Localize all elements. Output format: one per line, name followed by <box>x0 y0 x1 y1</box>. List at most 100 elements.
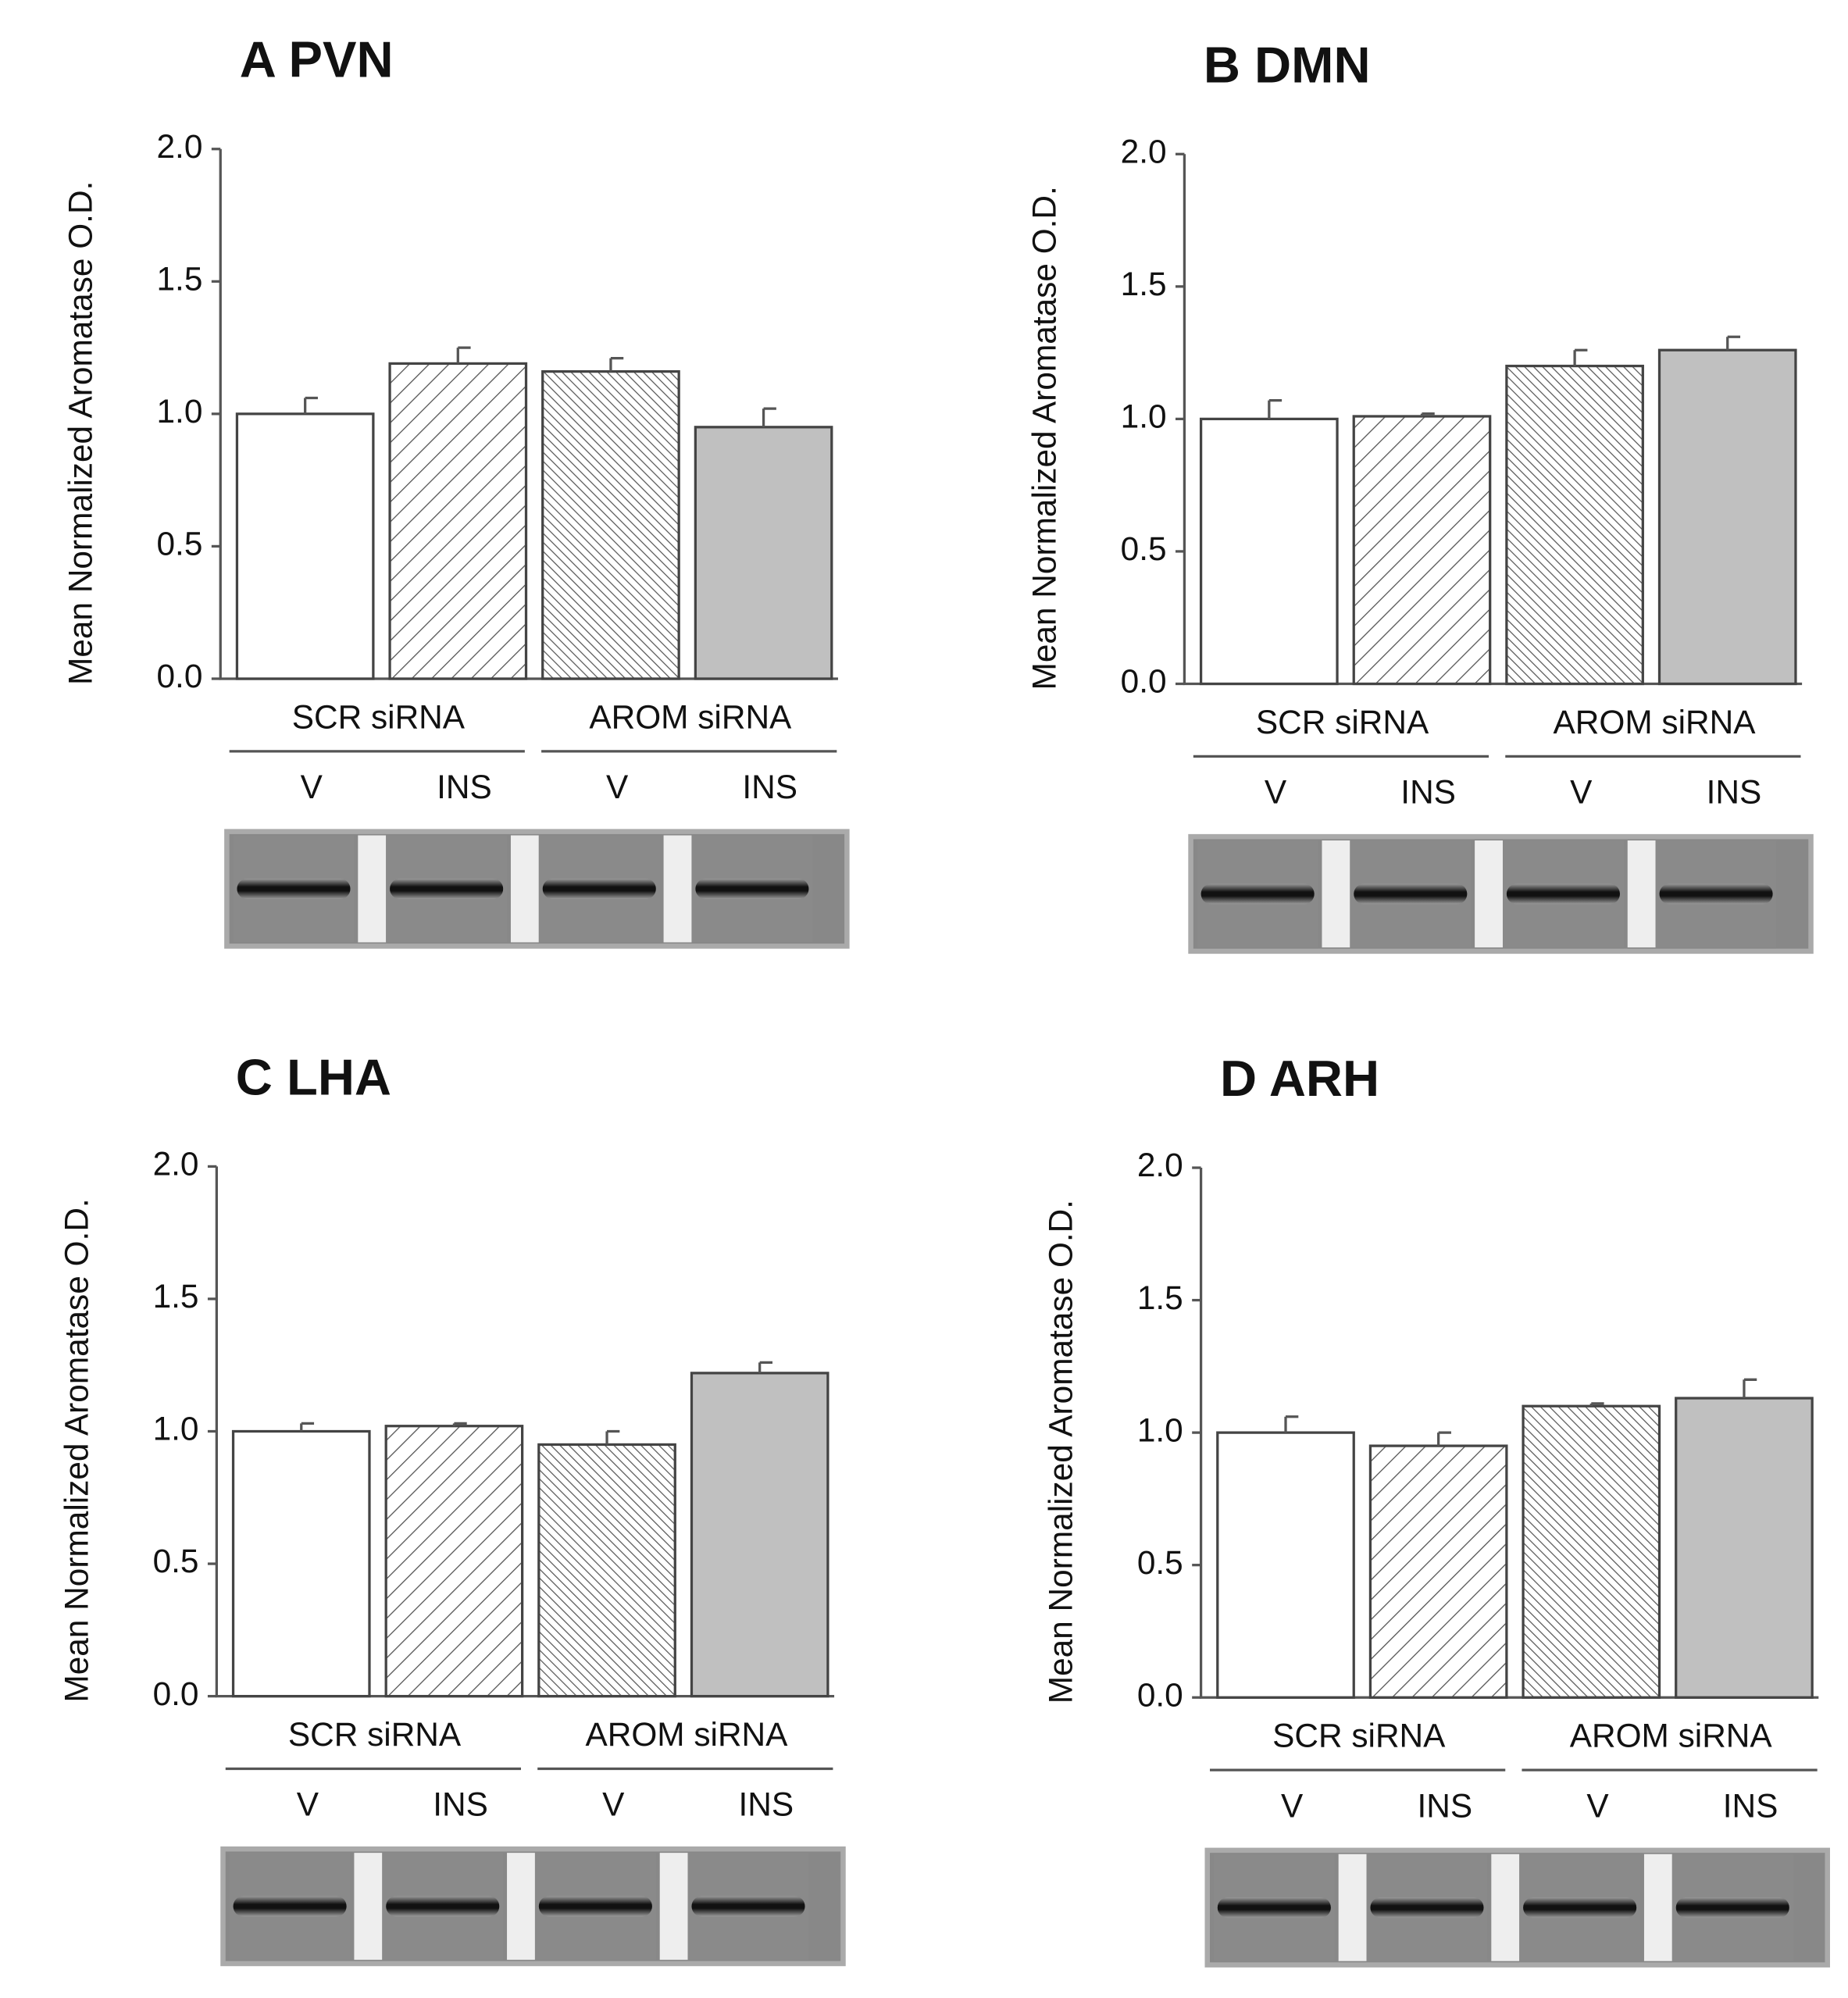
y-tick-label: 2.0 <box>1121 133 1167 169</box>
bar <box>384 1425 524 1698</box>
blot-band <box>542 878 656 900</box>
panel-title: B DMN <box>1204 36 1371 93</box>
blot-band <box>1200 883 1315 904</box>
y-tick-label: 0.5 <box>1137 1544 1183 1581</box>
y-tick-label: 1.5 <box>1137 1279 1183 1316</box>
y-tick-label: 0.5 <box>1121 530 1167 567</box>
error-bar <box>1589 1402 1604 1407</box>
group-label: AROM siRNA <box>585 1716 788 1753</box>
error-bar <box>605 1429 620 1445</box>
error-bar <box>1743 1378 1757 1399</box>
error-bar <box>1284 1415 1299 1433</box>
bar <box>1216 1431 1355 1699</box>
bar <box>235 412 375 680</box>
x-tick-label: INS <box>433 1786 488 1823</box>
y-tick-label: 0.0 <box>156 658 202 694</box>
bar <box>690 1372 829 1698</box>
blot-gap <box>659 1853 688 1961</box>
x-tick-label: INS <box>1417 1787 1472 1824</box>
group-label: SCR siRNA <box>1256 704 1429 740</box>
blot-band <box>1675 1897 1789 1918</box>
y-tick-label: 0.0 <box>1121 663 1167 700</box>
y-tick-label: 1.0 <box>1121 398 1167 435</box>
blot-band <box>695 878 809 900</box>
blot-gap <box>1643 1854 1672 1961</box>
bar <box>1368 1444 1508 1699</box>
y-tick-label: 2.0 <box>153 1146 199 1183</box>
blot-gap <box>510 835 539 943</box>
panel-title: D ARH <box>1220 1050 1379 1107</box>
x-tick-label: V <box>1586 1787 1609 1824</box>
blot-gap <box>1322 840 1350 947</box>
error-bar <box>1726 335 1741 351</box>
bar <box>1199 417 1339 686</box>
group-label: AROM siRNA <box>1554 704 1757 740</box>
y-axis-label: Mean Normalized Aromatase O.D. <box>1026 186 1063 690</box>
blot-gap <box>507 1853 535 1961</box>
x-tick-label: V <box>1570 774 1593 811</box>
x-tick-label: V <box>606 769 629 805</box>
y-axis-label: Mean Normalized Aromatase O.D. <box>1043 1200 1079 1704</box>
bar <box>1657 348 1797 686</box>
panel-title: A PVN <box>240 31 394 88</box>
x-tick-label: INS <box>1400 774 1456 811</box>
blot-band <box>1370 1897 1484 1918</box>
blot-band <box>1506 883 1620 904</box>
blot-band <box>233 1896 347 1917</box>
y-tick-label: 0.0 <box>153 1675 199 1712</box>
blot-band <box>390 878 504 900</box>
blot-band <box>1523 1897 1637 1918</box>
bar <box>1675 1397 1814 1699</box>
y-tick-label: 0.5 <box>153 1543 199 1579</box>
x-tick-label: INS <box>742 769 797 805</box>
blot-gap <box>1491 1854 1520 1961</box>
y-axis-label: Mean Normalized Aromatase O.D. <box>58 1198 95 1702</box>
blot-gap <box>354 1853 383 1961</box>
error-bar <box>762 407 776 427</box>
group-label: SCR siRNA <box>292 698 466 735</box>
y-tick-label: 1.5 <box>156 260 202 297</box>
y-tick-label: 1.0 <box>153 1411 199 1447</box>
y-tick-label: 1.0 <box>156 393 202 430</box>
blot-band <box>1354 883 1468 904</box>
x-tick-label: V <box>301 769 323 805</box>
blot-band <box>1659 883 1773 904</box>
x-tick-label: V <box>1281 1787 1304 1824</box>
group-label: AROM siRNA <box>1570 1718 1773 1754</box>
y-tick-label: 0.5 <box>156 526 202 562</box>
x-tick-label: V <box>1265 774 1287 811</box>
error-bar <box>609 357 624 372</box>
x-tick-label: INS <box>739 1786 794 1823</box>
blot-band <box>691 1896 805 1917</box>
error-bar <box>300 1422 315 1432</box>
blot-band <box>1217 1897 1331 1918</box>
blot-band <box>538 1896 652 1917</box>
error-bar <box>758 1361 772 1373</box>
panel-title: C LHA <box>236 1048 391 1105</box>
y-tick-label: 2.0 <box>1137 1147 1183 1183</box>
error-bar <box>1268 399 1283 419</box>
blot-gap <box>1475 840 1503 947</box>
bar <box>1522 1404 1661 1699</box>
blot-band <box>386 1896 500 1917</box>
blot-gap <box>358 835 387 943</box>
y-tick-label: 1.5 <box>153 1278 199 1315</box>
y-axis-label: Mean Normalized Aromatase O.D. <box>62 181 98 685</box>
error-bar <box>456 346 471 364</box>
x-tick-label: V <box>602 1786 625 1823</box>
bar <box>1505 364 1644 686</box>
blot-gap <box>1627 840 1656 947</box>
group-label: SCR siRNA <box>1272 1718 1446 1754</box>
panel: C LHA Mean Normalized Aromatase O.D. 0.0 0.… <box>58 1048 846 1967</box>
blot-band <box>237 878 351 900</box>
x-tick-label: V <box>297 1786 319 1823</box>
blot-gap <box>1338 1854 1367 1961</box>
panel: D ARH Mean Normalized Aromatase O.D. 0.0 0.… <box>1043 1050 1830 1968</box>
y-tick-label: 0.0 <box>1137 1676 1183 1713</box>
panel: A PVN Mean Normalized Aromatase O.D. 0.0 0.… <box>62 31 850 949</box>
error-bar <box>1437 1431 1451 1447</box>
error-bar <box>452 1422 467 1426</box>
bar <box>541 369 680 680</box>
bar <box>537 1443 676 1698</box>
